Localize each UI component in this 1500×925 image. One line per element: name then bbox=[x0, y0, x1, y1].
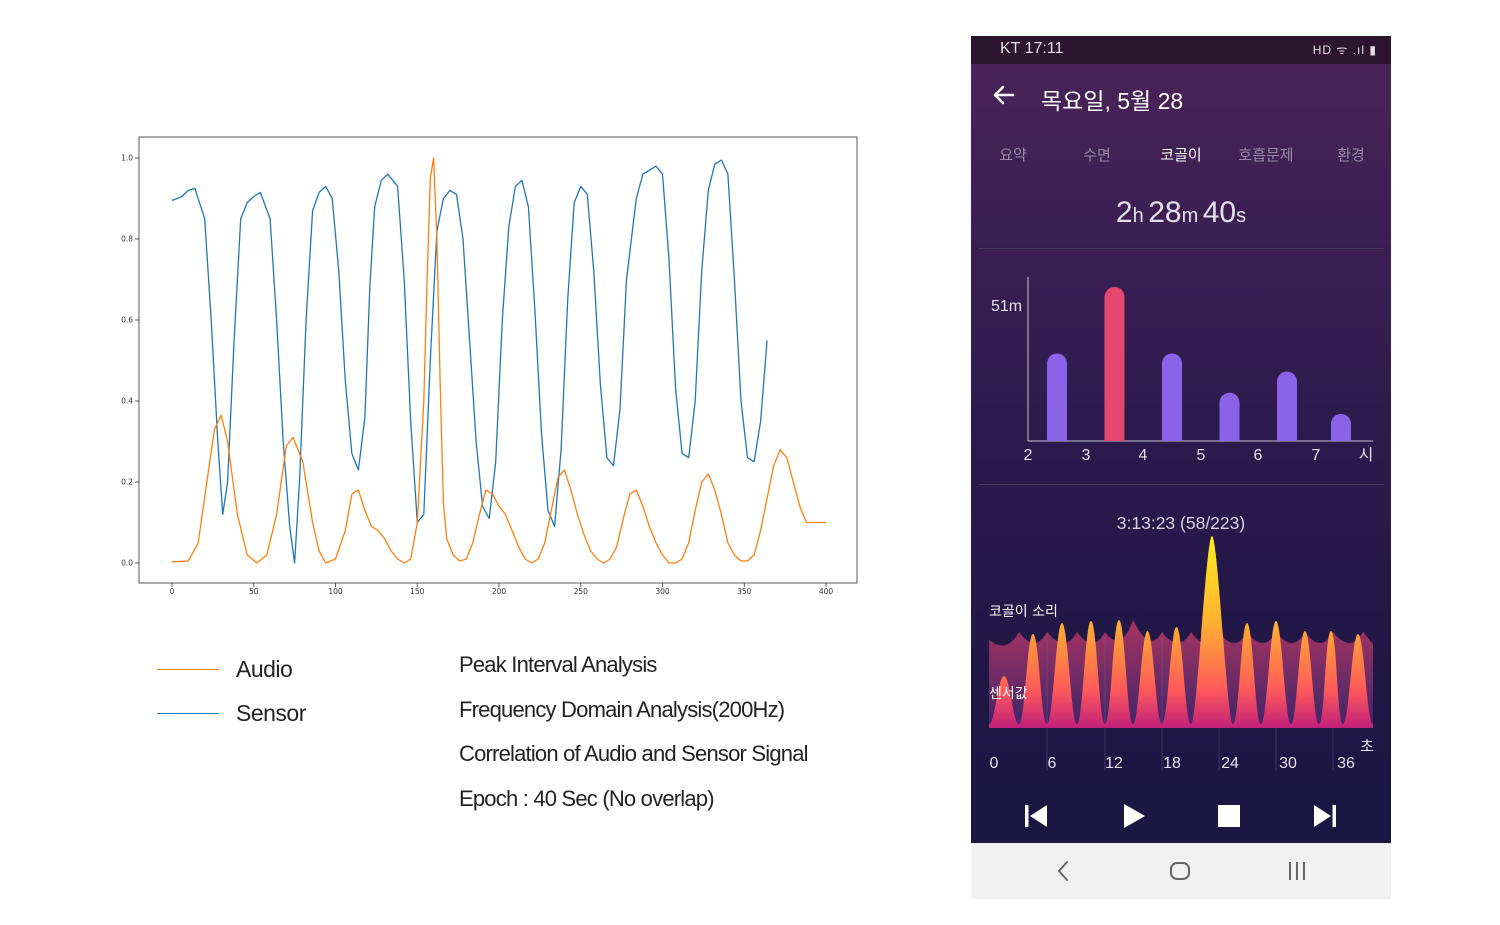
skip-next-icon[interactable] bbox=[1305, 796, 1345, 836]
note-line: Peak Interval Analysis bbox=[459, 650, 808, 695]
legend-sensor-label: Sensor bbox=[236, 700, 306, 727]
snoring-waveform[interactable]: 0 6 12 18 24 30 36 초 bbox=[971, 36, 1391, 786]
y-tick-label: 0.6 bbox=[121, 316, 133, 325]
stop-icon[interactable] bbox=[1209, 796, 1249, 836]
legend-audio-swatch bbox=[157, 669, 219, 670]
playback-controls bbox=[971, 796, 1391, 836]
y-tick-label: 0.0 bbox=[121, 559, 133, 568]
signal-chart: 0 50 100 150 200 250 300 350 400 0.0 0.2 0.4 0.6 0.8 1… bbox=[0, 0, 960, 640]
wave-x-label: 0 bbox=[990, 755, 999, 772]
x-tick-label: 200 bbox=[492, 587, 507, 596]
legend-audio-label: Audio bbox=[236, 656, 292, 683]
note-line: Frequency Domain Analysis(200Hz) bbox=[459, 695, 808, 740]
wave-x-label: 12 bbox=[1105, 755, 1123, 772]
skip-previous-icon[interactable] bbox=[1016, 796, 1056, 836]
nav-recents-icon[interactable] bbox=[1277, 855, 1317, 887]
x-tick-label: 250 bbox=[574, 587, 589, 596]
nav-back-icon[interactable] bbox=[1043, 855, 1083, 887]
y-tick-label: 0.2 bbox=[121, 478, 133, 487]
note-line: Correlation of Audio and Sensor Signal bbox=[459, 739, 808, 784]
y-tick-label: 0.4 bbox=[121, 397, 133, 406]
analysis-notes: Peak Interval Analysis Frequency Domain … bbox=[459, 650, 808, 828]
wave-x-label: 36 bbox=[1337, 755, 1355, 772]
x-tick-label: 300 bbox=[655, 587, 670, 596]
snore-sound-label: 코골이 소리 bbox=[989, 601, 1058, 621]
x-tick-label: 100 bbox=[328, 587, 343, 596]
wave-x-label: 30 bbox=[1279, 755, 1297, 772]
legend-sensor-swatch bbox=[157, 713, 219, 714]
phone-screen: KT 17:11 HD ᯤ .ıl ▮ 목요일, 5월 28 요약 수면 코골이… bbox=[971, 36, 1391, 899]
system-nav-bar bbox=[971, 843, 1391, 899]
wave-x-label: 6 bbox=[1048, 755, 1057, 772]
wave-unit-label: 초 bbox=[1360, 737, 1374, 755]
note-line: Epoch : 40 Sec (No overlap) bbox=[459, 784, 808, 829]
x-tick-label: 0 bbox=[170, 587, 175, 596]
y-tick-label: 1.0 bbox=[121, 154, 133, 163]
x-tick-label: 400 bbox=[819, 587, 834, 596]
x-tick-label: 150 bbox=[410, 587, 425, 596]
nav-home-icon[interactable] bbox=[1160, 855, 1200, 887]
play-icon[interactable] bbox=[1114, 796, 1154, 836]
y-tick-label: 0.8 bbox=[121, 235, 133, 244]
x-tick-label: 50 bbox=[249, 587, 259, 596]
legend-sensor: Sensor bbox=[157, 700, 306, 727]
legend-audio: Audio bbox=[157, 656, 292, 683]
wave-x-label: 24 bbox=[1221, 755, 1239, 772]
wave-x-label: 18 bbox=[1163, 755, 1181, 772]
x-tick-label: 350 bbox=[737, 587, 752, 596]
sensor-value-label: 센서값 bbox=[989, 683, 1028, 703]
